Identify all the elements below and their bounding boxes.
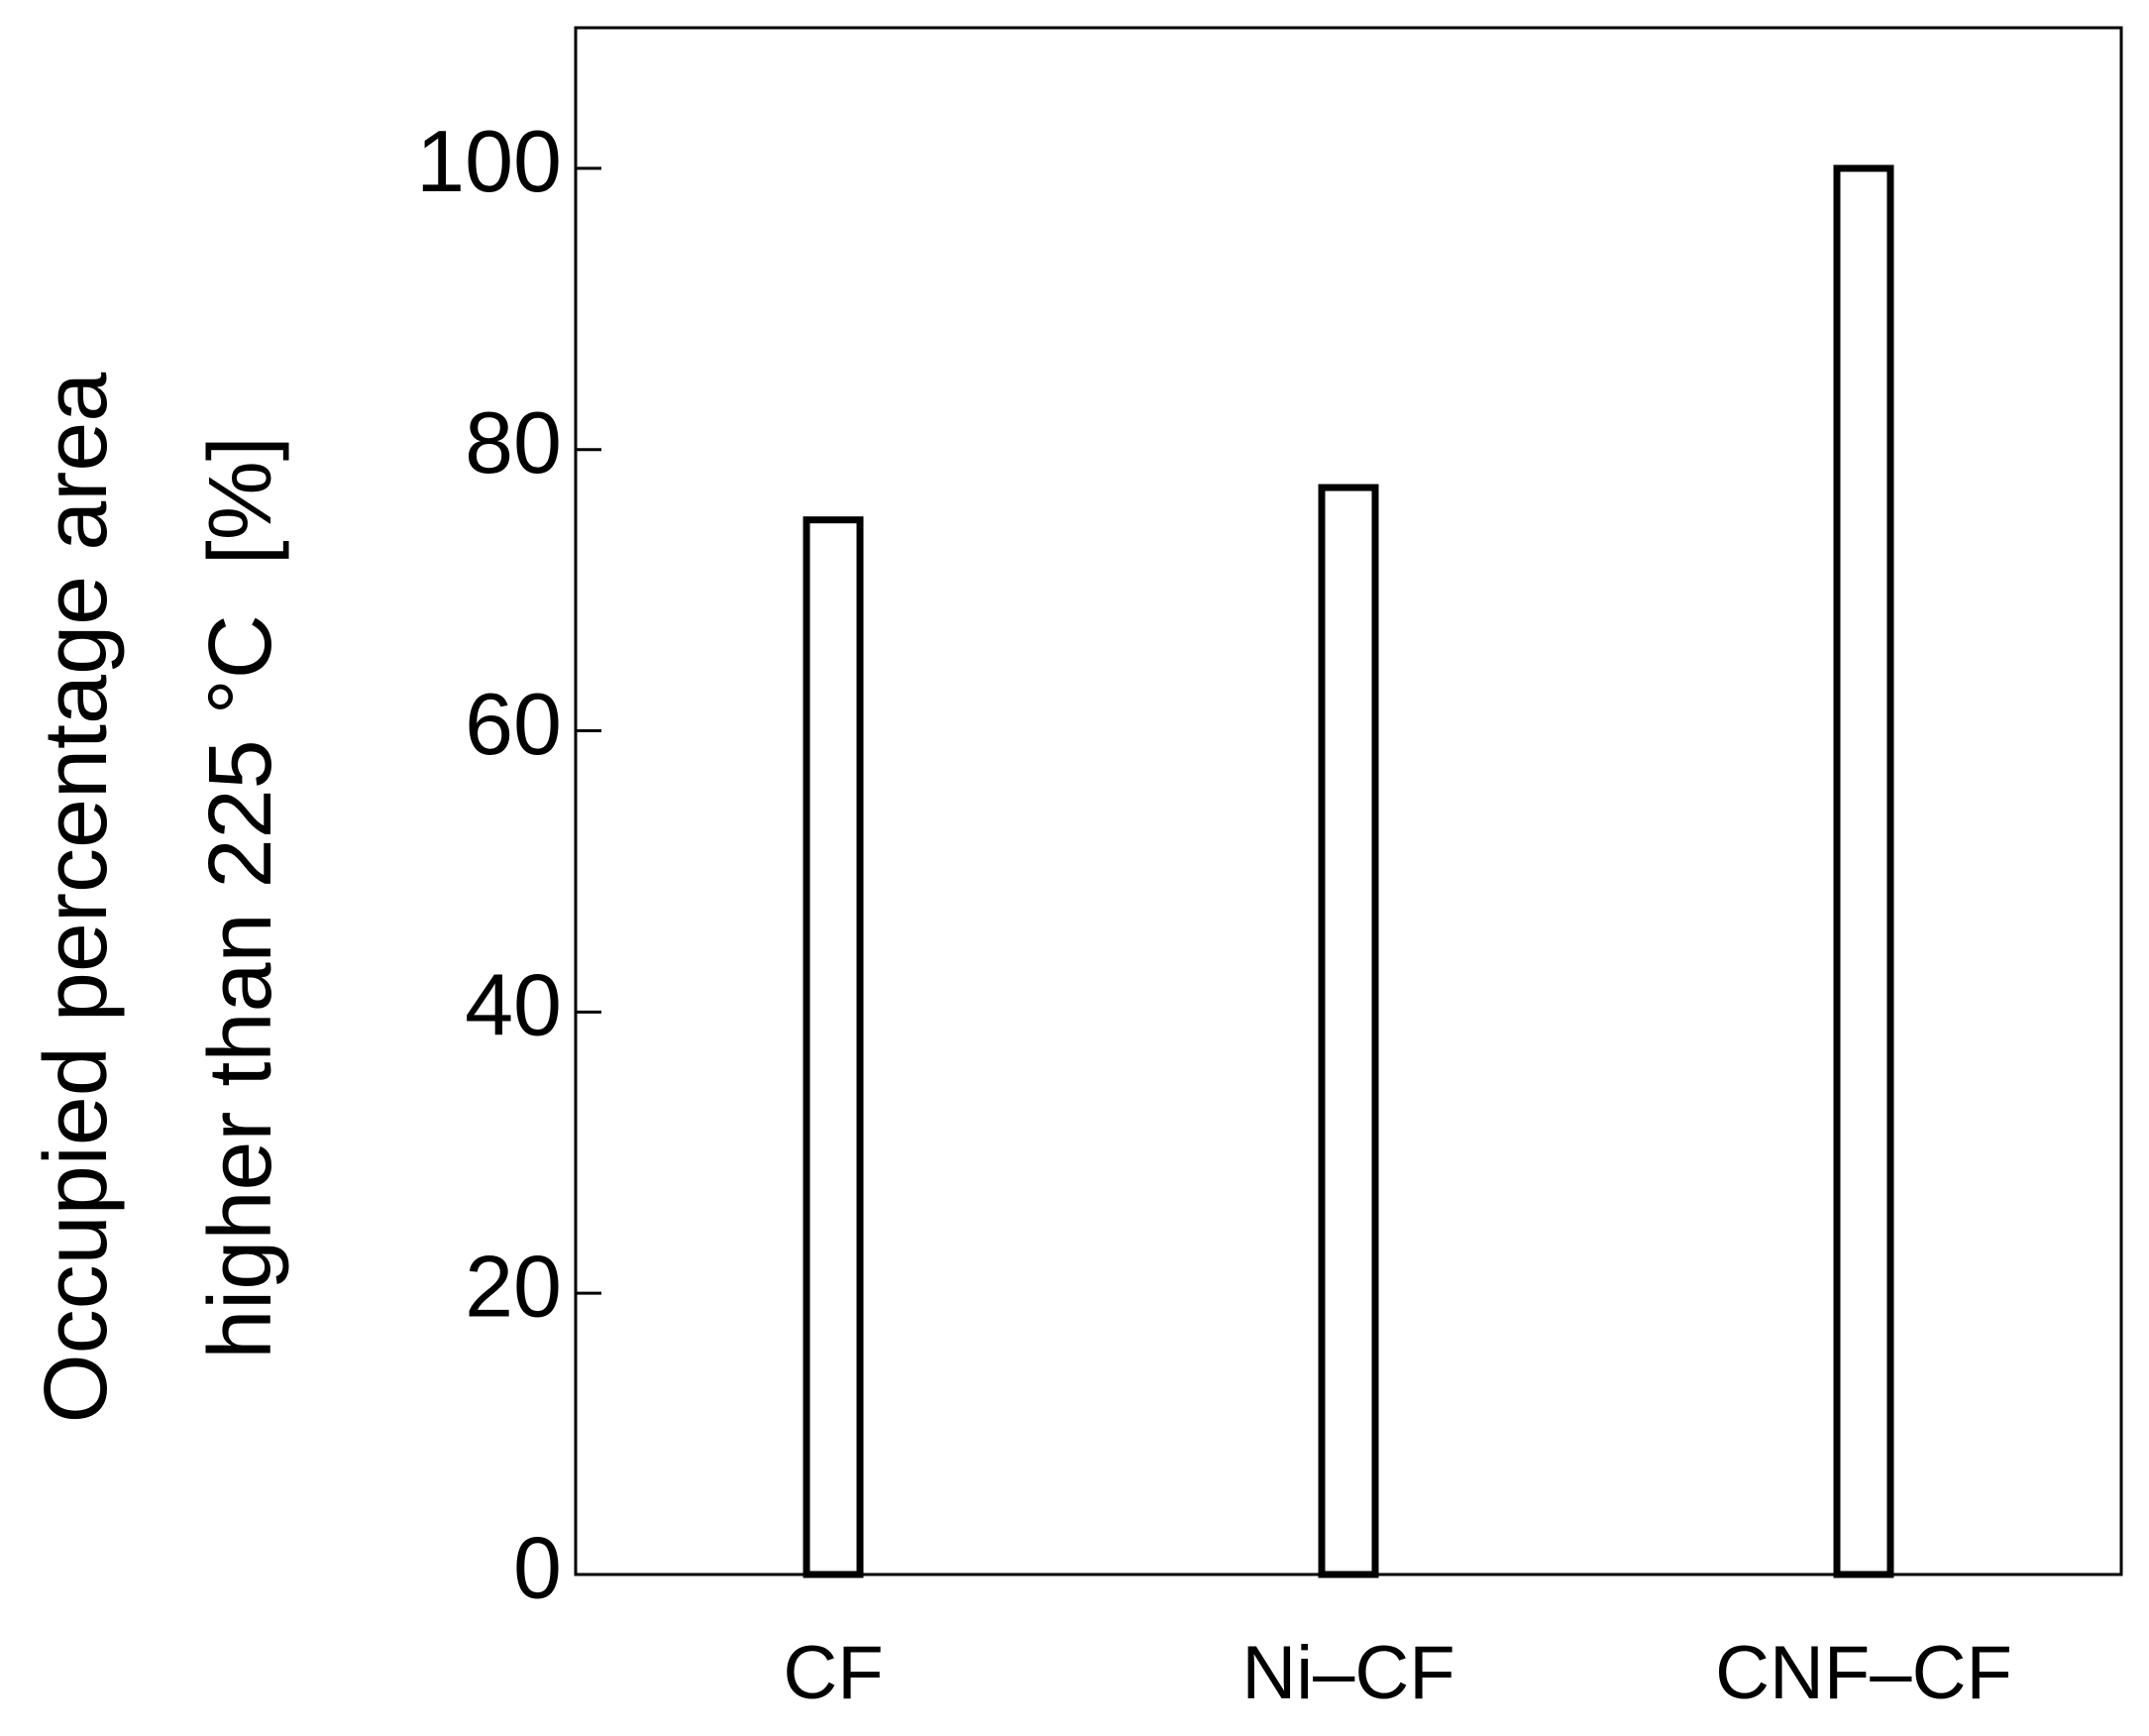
- x-tick-label: CF: [783, 1631, 883, 1715]
- y-axis-label: Occupied percentage area: [27, 372, 126, 1424]
- x-tick-label: CNF–CF: [1715, 1631, 2012, 1715]
- bar: [1318, 484, 1379, 1578]
- y-tick-label: 40: [465, 956, 562, 1054]
- y-tick-label: 100: [416, 112, 562, 210]
- x-tick-label: Ni–CF: [1241, 1631, 1454, 1715]
- y-tick-label: 80: [465, 393, 562, 491]
- bar: [803, 516, 864, 1578]
- y-axis-label: higher than 225 °C [%]: [191, 436, 290, 1359]
- y-tick-label: 60: [465, 675, 562, 773]
- y-tick-label: 20: [465, 1237, 562, 1335]
- bar: [1833, 164, 1894, 1578]
- y-tick-label: 0: [513, 1518, 562, 1616]
